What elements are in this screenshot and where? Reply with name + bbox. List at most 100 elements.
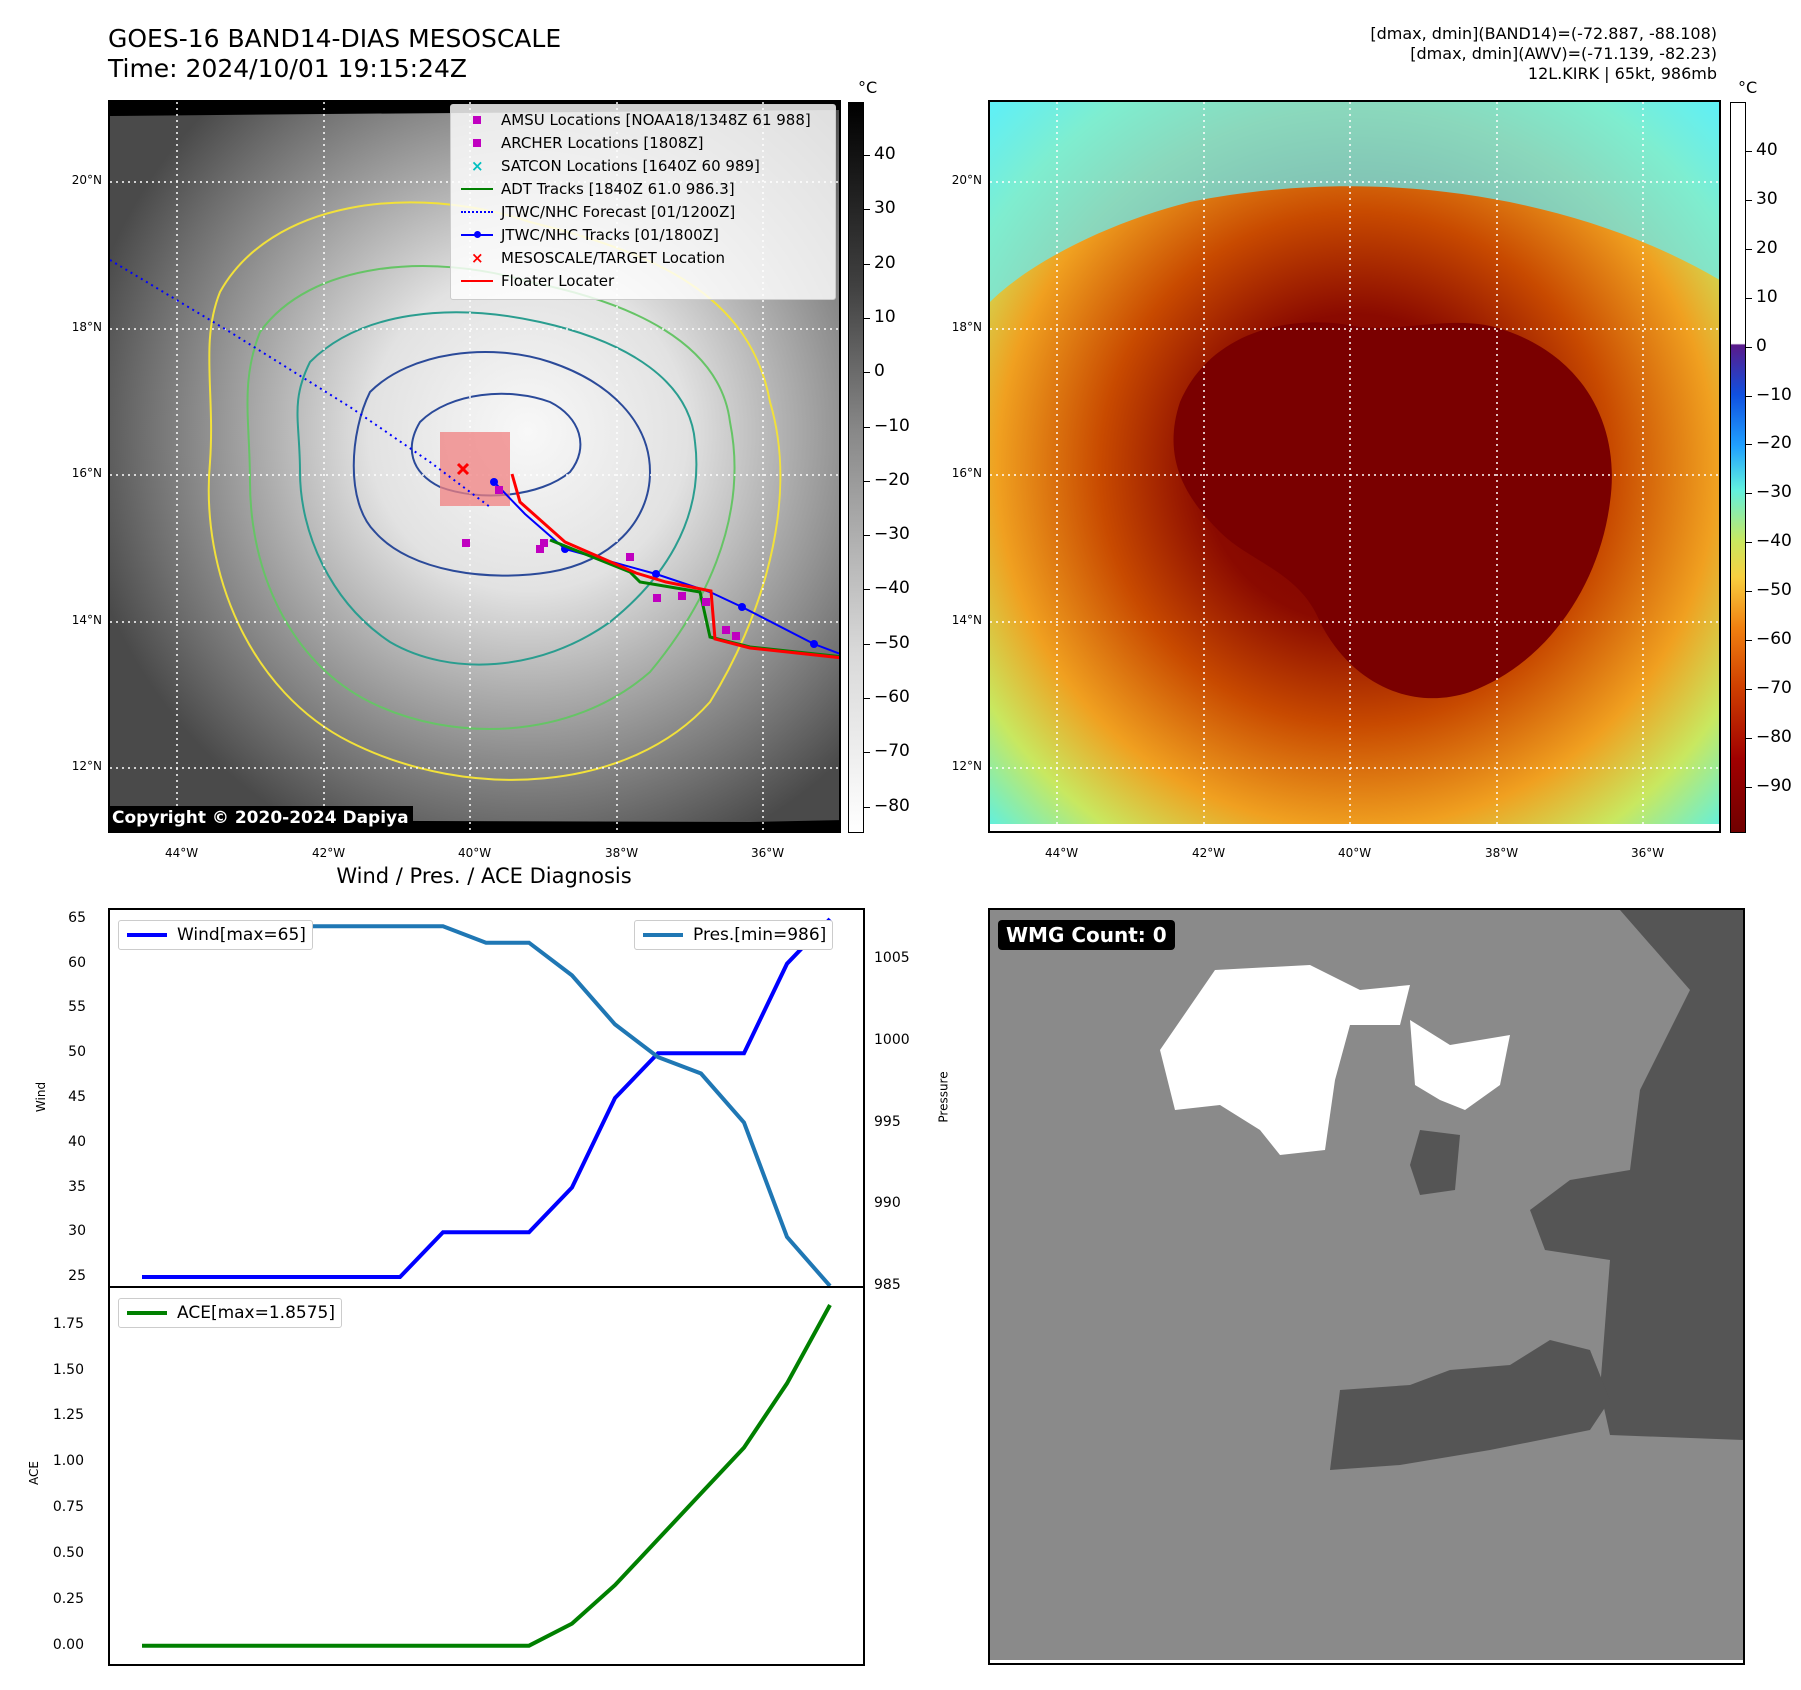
wmg-svg — [990, 910, 1743, 1663]
dmax-awv-text: [dmax, dmin](AWV)=(-71.139, -82.23) — [1410, 44, 1717, 63]
colorbar-tick-mark — [1746, 786, 1752, 788]
colorbar-tick-mark — [864, 752, 870, 754]
wind-tick-label: 45 — [68, 1089, 86, 1105]
map-legend: AMSU Locations [NOAA18/1348Z 61 988] ARC… — [450, 104, 836, 300]
lat-label: 14°N — [951, 613, 982, 627]
ace-tick-label: 0.50 — [52, 1544, 84, 1561]
wind-tick-label: 50 — [68, 1044, 86, 1061]
copyright-label: Copyright © 2020-2024 Dapiya — [108, 806, 413, 830]
colorbar-tick-label: −70 — [874, 741, 910, 762]
ace-svg — [142, 1304, 832, 1648]
colorbar-tick-label: −90 — [1756, 775, 1792, 796]
lat-label: 20°N — [71, 173, 102, 187]
colorbar-tick-label: −50 — [874, 632, 910, 653]
colorbar-tick-mark — [864, 643, 870, 645]
colorbar-tick-label: −60 — [1756, 629, 1792, 649]
lat-label: 20°N — [951, 173, 982, 187]
wind-pressure-svg — [142, 917, 832, 1286]
colorbar-tick-mark — [1746, 688, 1752, 690]
colorbar-tick-label: −80 — [874, 795, 910, 816]
ace-tick-label: 0.75 — [52, 1499, 84, 1516]
awv-color-map — [988, 100, 1721, 833]
lon-label: 44°W — [165, 846, 199, 860]
colorbar-tick-label: −40 — [1756, 531, 1792, 552]
colorbar-tick-label: 40 — [874, 144, 896, 164]
line-marker-icon — [461, 280, 493, 282]
lon-label: 44°W — [1045, 846, 1079, 860]
colorbar-tick-mark — [864, 535, 870, 537]
pressure-tick-label: 990 — [874, 1195, 901, 1212]
storm-info-text: 12L.KIRK | 65kt, 986mb — [1527, 64, 1717, 83]
colorbar-tick-mark — [1746, 542, 1752, 544]
ace-tick-label: 1.00 — [52, 1453, 84, 1470]
floater-box — [440, 432, 510, 506]
ace-plot — [108, 1286, 865, 1666]
colorbar-tick-mark — [864, 698, 870, 699]
colorbar-tick-mark — [1746, 151, 1752, 152]
colorbar-tick-mark — [864, 317, 870, 319]
wind-tick-label: 65 — [68, 909, 86, 926]
colorbar-tick-mark — [864, 263, 870, 265]
colorbar-tick-label: −10 — [1756, 384, 1792, 405]
colorbar-unit-right: °C — [1738, 78, 1758, 97]
colorbar-tick-mark — [864, 480, 870, 482]
ace-axis-label: ACE — [26, 1461, 41, 1485]
colorbar-tick-label: 10 — [1756, 286, 1778, 307]
pressure-tick-label: 1000 — [874, 1031, 910, 1048]
colorbar-tick-mark — [1746, 591, 1752, 593]
lon-label: 36°W — [1631, 846, 1665, 860]
lat-label: 12°N — [951, 759, 982, 773]
colorbar-tick-label: −30 — [874, 524, 910, 545]
colorbar-tick-label: 20 — [874, 252, 896, 273]
lat-label: 18°N — [951, 320, 982, 334]
ace-tick-label: 1.75 — [52, 1315, 84, 1332]
wind-axis-label: Wind — [34, 1081, 49, 1113]
lat-label: 16°N — [71, 466, 102, 480]
colorbar-tick-label: 40 — [1756, 140, 1778, 160]
wind-tick-label: 55 — [68, 999, 86, 1016]
colorbar-tick-mark — [1746, 199, 1752, 201]
colorbar-tick-mark — [1746, 395, 1752, 397]
dmax-band14-text: [dmax, dmin](BAND14)=(-72.887, -88.108) — [1370, 24, 1717, 43]
chart-timestamp: Time: 2024/10/01 19:15:24Z — [108, 54, 467, 83]
colorbar-tick-mark — [864, 589, 870, 591]
square-marker-icon — [473, 116, 481, 124]
colorbar-tick-label: 0 — [1756, 335, 1767, 356]
colorbar-tick-label: −40 — [874, 578, 910, 599]
ace-series-line — [142, 1304, 832, 1648]
wmg-map — [988, 908, 1745, 1665]
colorbar-tick-label: −10 — [874, 415, 910, 436]
wind-line-icon — [127, 933, 167, 937]
pres-legend: Pres.[min=986] — [634, 920, 834, 950]
wind-tick-label: 60 — [68, 954, 86, 971]
wind-legend: Wind[max=65] — [118, 920, 313, 950]
x-marker-icon: × — [471, 249, 484, 267]
colorbar-tick-mark — [1746, 248, 1752, 250]
lon-label: 42°W — [1192, 846, 1226, 860]
colorbar-right — [1730, 102, 1746, 833]
colorbar-tick-label: −60 — [874, 687, 910, 707]
ace-line-icon — [127, 1311, 167, 1315]
colorbar-tick-mark — [864, 155, 870, 156]
colorbar-tick-label: 30 — [874, 198, 896, 219]
colorbar-tick-mark — [1746, 346, 1752, 348]
colorbar-tick-label: 0 — [874, 361, 885, 382]
line-marker-icon — [461, 188, 493, 190]
lat-label: 14°N — [71, 613, 102, 627]
ace-tick-label: 0.25 — [52, 1590, 84, 1607]
lat-label: 12°N — [71, 759, 102, 773]
dotted-line-icon — [461, 211, 493, 213]
ace-tick-label: 0.00 — [52, 1636, 84, 1653]
colorbar-tick-mark — [1746, 297, 1752, 299]
colorbar-tick-mark — [1746, 493, 1752, 495]
colorbar-tick-mark — [864, 209, 870, 211]
lat-label: 16°N — [951, 466, 982, 480]
colorbar-left — [848, 102, 864, 833]
colorbar-tick-label: −30 — [1756, 482, 1792, 503]
pressure-axis-label: Pressure — [936, 1071, 951, 1123]
pres-line-icon — [643, 933, 683, 937]
lon-label: 42°W — [312, 846, 346, 860]
wind-tick-label: 40 — [68, 1133, 86, 1150]
colorbar-tick-mark — [864, 806, 870, 808]
wind-pressure-plot — [108, 908, 865, 1288]
